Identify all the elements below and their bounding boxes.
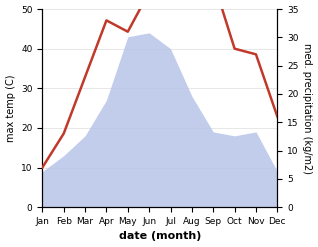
Y-axis label: max temp (C): max temp (C)	[5, 74, 16, 142]
Y-axis label: med. precipitation (kg/m2): med. precipitation (kg/m2)	[302, 43, 313, 174]
X-axis label: date (month): date (month)	[119, 231, 201, 242]
